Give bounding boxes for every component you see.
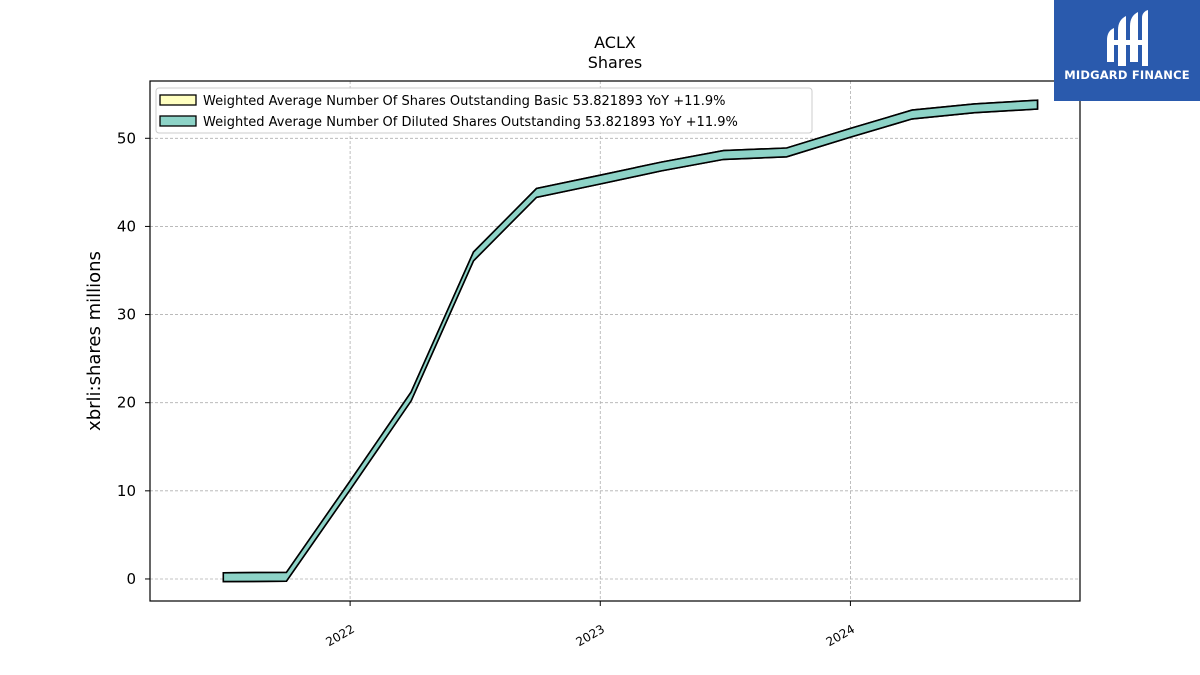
series-layer [222,99,1039,583]
legend-label-diluted: Weighted Average Number Of Diluted Share… [203,115,738,130]
chart-title: ACLX [594,33,636,52]
x-tick-label: 2023 [574,622,607,649]
y-tick-label: 10 [117,482,136,500]
x-tick-label: 2024 [824,622,857,649]
legend-swatch-basic [159,94,197,106]
logo-text: MIDGARD FINANCE [1064,68,1190,82]
axis-ticks: 0 10 20 30 40 50 2022 2023 2024 [117,129,857,649]
series-band-diluted [222,99,1039,583]
legend-label-basic: Weighted Average Number Of Shares Outsta… [203,94,725,109]
y-tick-label: 20 [117,394,136,412]
y-tick-label: 0 [126,570,136,588]
plot-frame [149,80,1081,602]
legend: Weighted Average Number Of Shares Outsta… [155,87,813,134]
legend-box [155,87,813,134]
logo-mark-icon [1107,10,1148,66]
midgard-finance-logo: MIDGARD FINANCE [1054,0,1200,101]
x-tick-label: 2022 [323,622,356,649]
grid-lines [150,81,1080,601]
y-tick-label: 40 [117,217,136,235]
y-tick-label: 50 [117,129,136,147]
y-axis-label: xbrli:shares millions [84,251,105,431]
chart-subtitle: Shares [588,53,643,72]
legend-swatch-diluted [159,115,197,127]
y-tick-label: 30 [117,306,136,324]
